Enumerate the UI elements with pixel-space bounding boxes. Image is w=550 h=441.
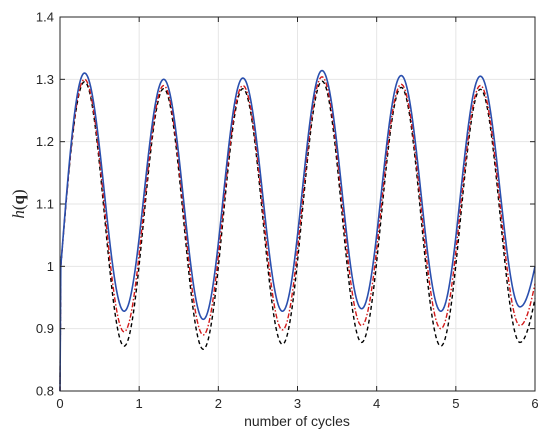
y-tick-label: 1.2 (36, 134, 54, 149)
x-tick-label: 6 (531, 396, 538, 411)
series-group (59, 69, 536, 392)
y-tick-label: 0.8 (36, 384, 54, 399)
y-axis-title-close: ) (9, 189, 28, 195)
x-tick-label: 3 (294, 396, 301, 411)
x-tick-label: 1 (136, 396, 143, 411)
y-axis-title-q: q (9, 194, 28, 204)
series-line-2 (59, 76, 536, 392)
y-axis-title-open: ( (9, 204, 28, 210)
y-tick-label: 1.3 (36, 72, 54, 87)
ticks: 0 1 2 3 4 5 6 0.8 0.9 1 1.1 1.2 1.3 1.4 (36, 10, 539, 412)
x-tick-label: 4 (373, 396, 380, 411)
x-tick-label: 5 (452, 396, 459, 411)
grid (60, 17, 535, 391)
y-tick-label: 1 (47, 259, 54, 274)
x-axis-title: number of cycles (244, 413, 350, 429)
y-axis-title-h: h (9, 210, 28, 219)
y-tick-label: 1.4 (36, 10, 54, 25)
y-axis-title: h(q) (9, 189, 28, 218)
series-line-1 (59, 69, 536, 392)
y-tick-label: 1.1 (36, 197, 54, 212)
y-tick-label: 0.9 (36, 321, 54, 336)
x-tick-label: 0 (56, 396, 63, 411)
x-tick-label: 2 (215, 396, 222, 411)
